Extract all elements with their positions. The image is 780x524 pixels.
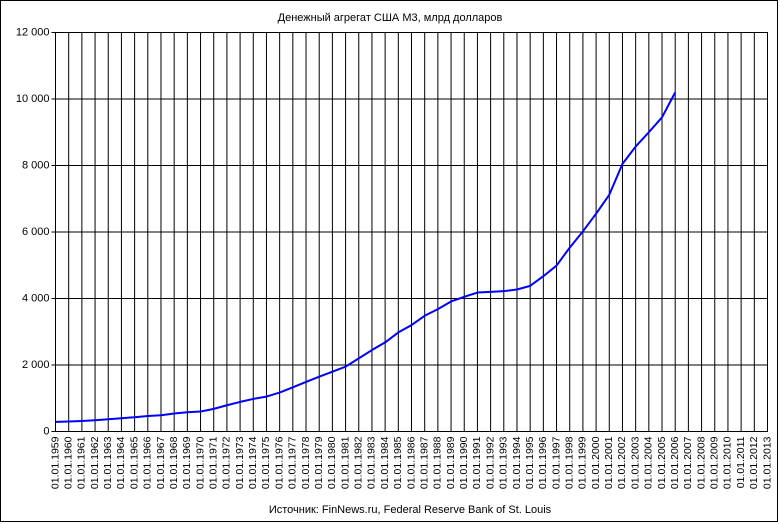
x-tick-label: 01.01.1963 xyxy=(102,436,114,489)
x-tick-label: 01.01.2000 xyxy=(590,436,602,489)
y-tick-label: 2 000 xyxy=(22,359,50,371)
x-tick-label: 01.01.1973 xyxy=(234,436,246,489)
x-tick-label: 01.01.1965 xyxy=(128,436,140,489)
x-tick-label: 01.01.1987 xyxy=(418,436,430,489)
x-tick-label: 01.01.2012 xyxy=(748,436,760,489)
x-tick-label: 01.01.1974 xyxy=(247,436,259,489)
data-line xyxy=(55,91,677,423)
y-tick-label: 0 xyxy=(43,425,49,437)
x-tick-label: 01.01.1978 xyxy=(300,436,312,489)
x-tick-label: 01.01.1996 xyxy=(537,436,549,489)
x-tick-label: 01.01.1962 xyxy=(89,436,101,489)
x-tick-label: 01.01.2001 xyxy=(603,436,615,489)
x-tick-label: 01.01.1981 xyxy=(339,436,351,489)
x-tick-label: 01.01.2011 xyxy=(735,436,747,488)
x-tick-label: 01.01.1995 xyxy=(524,436,536,489)
x-tick-label: 01.01.1999 xyxy=(577,436,589,489)
x-tick-label: 01.01.1959 xyxy=(49,436,61,489)
x-tick-label: 01.01.2010 xyxy=(722,436,734,489)
x-tick-label: 01.01.1960 xyxy=(62,436,74,489)
x-tick-label: 01.01.1991 xyxy=(471,436,483,489)
x-tick-label: 01.01.1988 xyxy=(432,436,444,489)
x-tick-label: 01.01.1972 xyxy=(221,436,233,489)
x-tick-label: 01.01.1964 xyxy=(115,436,127,489)
y-tick-label: 4 000 xyxy=(22,292,50,304)
x-tick-label: 01.01.2003 xyxy=(629,436,641,489)
x-tick-label: 01.01.1989 xyxy=(445,436,457,489)
x-tick-label: 01.01.1992 xyxy=(484,436,496,489)
x-tick-label: 01.01.1969 xyxy=(181,436,193,489)
source-note: Источник: FinNews.ru, Federal Reserve Ba… xyxy=(269,504,552,516)
x-tick-label: 01.01.1977 xyxy=(287,436,299,489)
y-tick-label: 12 000 xyxy=(16,26,50,38)
x-tick-label: 01.01.1967 xyxy=(155,436,167,489)
x-tick-label: 01.01.1994 xyxy=(511,436,523,489)
x-tick-label: 01.01.1961 xyxy=(76,436,88,489)
x-tick-label: 01.01.1997 xyxy=(550,436,562,489)
x-tick-label: 01.01.1971 xyxy=(208,436,220,489)
x-tick-label: 01.01.1993 xyxy=(498,436,510,489)
x-tick-label: 01.01.1984 xyxy=(379,436,391,489)
x-tick-label: 01.01.1976 xyxy=(273,436,285,489)
chart-title: Денежный агрегат США М3, млрд долларов xyxy=(278,12,503,24)
x-tick-label: 01.01.1966 xyxy=(142,436,154,489)
x-tick-label: 01.01.1979 xyxy=(313,436,325,489)
x-tick-label: 01.01.1970 xyxy=(194,436,206,489)
y-tick-label: 10 000 xyxy=(16,93,50,105)
x-tick-label: 01.01.2009 xyxy=(709,436,721,489)
x-tick-label: 01.01.1968 xyxy=(168,436,180,489)
x-tick-label: 01.01.1982 xyxy=(353,436,365,489)
x-tick-label: 01.01.1986 xyxy=(405,436,417,489)
y-tick-label: 8 000 xyxy=(22,159,50,171)
x-tick-label: 01.01.2004 xyxy=(643,436,655,489)
x-tick-label: 01.01.2013 xyxy=(761,436,773,489)
x-tick-label: 01.01.1983 xyxy=(366,436,378,489)
x-tick-label: 01.01.2005 xyxy=(656,436,668,489)
x-tick-label: 01.01.2002 xyxy=(616,436,628,489)
x-tick-label: 01.01.1980 xyxy=(326,436,338,489)
y-tick-label: 6 000 xyxy=(22,226,50,238)
x-tick-label: 01.01.1975 xyxy=(260,436,272,489)
x-tick-label: 01.01.1985 xyxy=(392,436,404,489)
x-tick-label: 01.01.2008 xyxy=(695,436,707,489)
x-tick-label: 01.01.1998 xyxy=(564,436,576,489)
x-tick-label: 01.01.1990 xyxy=(458,436,470,489)
x-tick-label: 01.01.2007 xyxy=(682,436,694,489)
x-tick-label: 01.01.2006 xyxy=(669,436,681,489)
